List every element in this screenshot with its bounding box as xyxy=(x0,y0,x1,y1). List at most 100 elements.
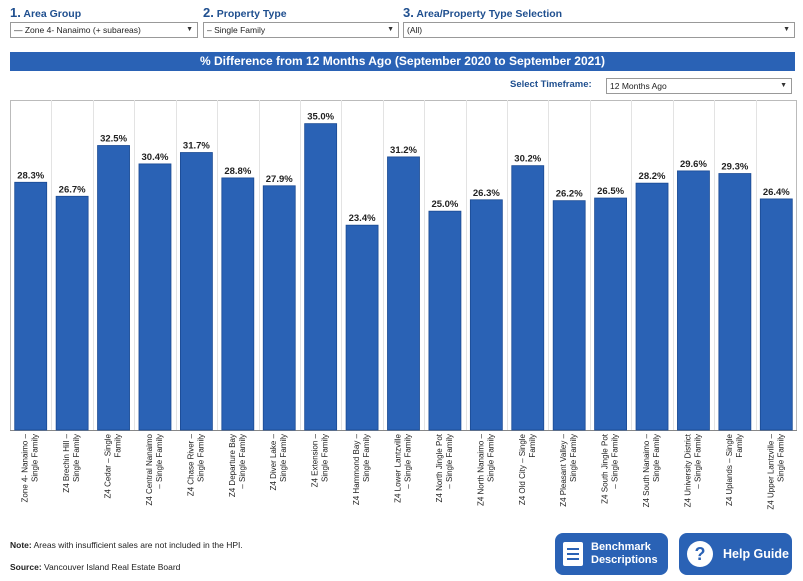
benchmark-descriptions-button[interactable]: Benchmark Descriptions xyxy=(555,533,668,575)
bar xyxy=(55,195,89,431)
chevron-down-icon: ▼ xyxy=(780,82,787,89)
bar xyxy=(428,210,462,431)
bar-chart: 28.3%Zone 4- Nanaimo – Single Family26.7%… xyxy=(10,100,797,510)
note: Note: Areas with insufficient sales are … xyxy=(10,540,243,550)
data-label: 32.5% xyxy=(100,134,127,145)
category-label: Z4 Upper Lantzville – Single Family xyxy=(766,433,785,509)
category-label: Z4 Hammond Bay – Single Family xyxy=(352,433,371,505)
tick-label: – Single Family xyxy=(238,434,247,489)
bar xyxy=(262,185,296,431)
data-label: 26.5% xyxy=(597,186,624,197)
timeframe-select[interactable]: 12 Months Ago ▼ xyxy=(606,78,792,94)
tick-label: Z4 Cedar – Single xyxy=(104,433,113,498)
data-label: 26.2% xyxy=(556,189,583,200)
chevron-down-icon: ▼ xyxy=(186,26,193,33)
data-label: 26.4% xyxy=(763,187,790,198)
tick-label: Z4 North Nanaimo – xyxy=(476,433,485,506)
tick-label: Single Family xyxy=(279,434,288,482)
question-icon: ? xyxy=(687,541,713,567)
bar xyxy=(221,177,255,431)
tick-label: Z4 South Jingle Pot xyxy=(601,433,610,504)
category-label: Z4 Pleasant Valley – Single Family xyxy=(559,433,578,506)
data-label: 31.2% xyxy=(390,145,417,156)
filter-area-group: 1. Area Group — Zone 4- Nanaimo (+ subar… xyxy=(10,6,198,38)
tick-label: Family xyxy=(528,434,537,458)
tick-label: Single Family xyxy=(362,434,371,482)
filter-area-group-label: 1. Area Group xyxy=(10,5,82,21)
benchmark-button-line2: Descriptions xyxy=(591,554,658,566)
tick-label: – Single Family xyxy=(155,434,164,489)
category-label: Z4 Brechin Hill – Single Family xyxy=(62,433,81,492)
tick-label: Z4 Extension – xyxy=(311,433,320,487)
category-label: Z4 Chase River – Single Family xyxy=(186,433,205,496)
chevron-down-icon: ▼ xyxy=(783,26,790,33)
help-guide-button[interactable]: ? Help Guide xyxy=(679,533,792,575)
benchmark-button-line1: Benchmark xyxy=(591,541,651,553)
area-property-select[interactable]: (All) ▼ xyxy=(403,22,795,38)
filter-area-property-selection: 3. Area/Property Type Selection (All) ▼ xyxy=(403,6,795,38)
tick-label: Single Family xyxy=(486,434,495,482)
bar xyxy=(179,152,213,431)
bar xyxy=(304,123,338,431)
tick-label: Single Family xyxy=(569,434,578,482)
category-label: Z4 South Nanaimo – Single Family xyxy=(642,433,661,507)
tick-label: Z4 University District xyxy=(683,433,692,507)
tick-label: Zone 4- Nanaimo – xyxy=(21,433,30,502)
tick-label: Z4 Chase River – xyxy=(186,433,195,496)
bar xyxy=(97,145,130,431)
tick-label: Single Family xyxy=(321,434,330,482)
bar xyxy=(14,181,48,431)
data-label: 26.7% xyxy=(59,184,86,195)
source: Source: Vancouver Island Real Estate Boa… xyxy=(10,562,181,572)
bar xyxy=(511,165,545,431)
tick-label: – Single Family xyxy=(445,434,454,489)
category-label: Z4 South Jingle Pot – Single Family xyxy=(601,433,620,504)
bar xyxy=(718,173,752,431)
tick-label: Z4 Pleasant Valley – xyxy=(559,433,568,506)
bar xyxy=(387,156,420,431)
bar xyxy=(138,163,172,431)
category-label: Z4 North Nanaimo – Single Family xyxy=(476,433,495,506)
bar xyxy=(635,182,669,431)
category-label: Z4 University District – Single Family xyxy=(683,433,702,507)
help-guide-label: Help Guide xyxy=(723,547,789,561)
tick-label: Family xyxy=(735,434,744,458)
bar xyxy=(552,200,586,431)
tick-label: Z4 Uplands – Single xyxy=(725,433,734,506)
tick-label: Z4 Upper Lantzville – xyxy=(766,433,775,509)
tick-label: – Single Family xyxy=(404,434,413,489)
property-type-select[interactable]: – Single Family ▼ xyxy=(203,22,399,38)
bar xyxy=(677,170,710,431)
category-label: Z4 Diver Lake – Single Family xyxy=(269,433,288,490)
category-label: Z4 Central Nanaimo – Single Family xyxy=(145,433,164,505)
data-label: 30.2% xyxy=(514,154,541,165)
tick-label: Single Family xyxy=(652,434,661,482)
tick-label: Single Family xyxy=(72,434,81,482)
area-group-select[interactable]: — Zone 4- Nanaimo (+ subareas) ▼ xyxy=(10,22,198,38)
data-label: 31.7% xyxy=(183,141,210,152)
category-label: Z4 Uplands – Single Family xyxy=(725,433,744,506)
tick-label: Z4 North Jingle Pot xyxy=(435,433,444,502)
tick-label: Z4 Brechin Hill – xyxy=(62,433,71,492)
category-label: Z4 Extension – Single Family xyxy=(311,433,330,487)
tick-label: Z4 Departure Bay xyxy=(228,434,237,497)
tick-label: Family xyxy=(114,434,123,458)
tick-label: Single Family xyxy=(31,434,40,482)
tick-label: Single Family xyxy=(196,434,205,482)
bar xyxy=(594,197,628,431)
tick-label: Z4 Hammond Bay – xyxy=(352,433,361,505)
category-label: Z4 North Jingle Pot – Single Family xyxy=(435,433,454,502)
category-label: Z4 Lower Lantzville – Single Family xyxy=(394,433,413,502)
tick-label: Z4 Central Nanaimo xyxy=(145,433,154,505)
chart-title: % Difference from 12 Months Ago (Septemb… xyxy=(10,52,795,71)
bar xyxy=(759,198,793,431)
filter-property-type-label: 2. Property Type xyxy=(203,5,287,21)
bar xyxy=(345,224,379,431)
tick-label: – Single Family xyxy=(693,434,702,489)
data-label: 27.9% xyxy=(266,174,293,185)
data-label: 26.3% xyxy=(473,188,500,199)
document-icon xyxy=(563,542,583,566)
category-label: Z4 Cedar – Single Family xyxy=(104,433,123,498)
filter-area-property-selection-label: 3. Area/Property Type Selection xyxy=(403,5,563,21)
data-label: 35.0% xyxy=(307,112,334,123)
